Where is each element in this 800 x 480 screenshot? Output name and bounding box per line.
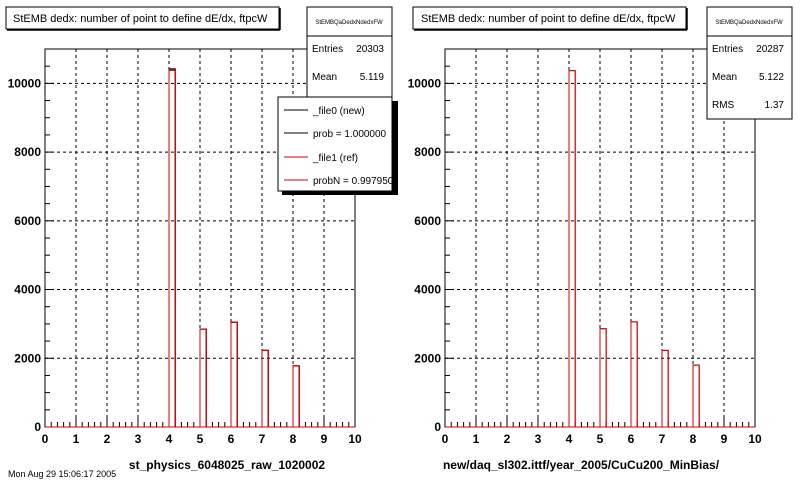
y-tick-label: 6000 xyxy=(14,214,41,228)
x-tick-label: 8 xyxy=(290,432,297,446)
histogram-bar xyxy=(630,321,638,428)
x-tick-label: 1 xyxy=(473,432,480,446)
y-tick-label: 10000 xyxy=(8,76,42,90)
x-tick-label: 0 xyxy=(442,432,449,446)
stats-name: StEMBQaDedxNdedxFW xyxy=(715,20,783,26)
stats-name: StEMBQaDedxNdedxFW xyxy=(315,20,383,26)
panel-title: StEMB dedx: number of point to define dE… xyxy=(421,13,676,25)
legend-label-file1: _file1 (ref) xyxy=(312,153,358,164)
x-tick-label: 2 xyxy=(504,432,511,446)
x-axis-label: new/daq_sl302.ittf/year_2005/CuCu200_Min… xyxy=(443,458,720,472)
y-tick-label: 4000 xyxy=(414,283,441,297)
histogram-bar xyxy=(230,321,238,428)
histogram-bar xyxy=(199,328,207,428)
legend-left: _file0 (new) prob = 1.000000 _file1 (ref… xyxy=(277,96,398,195)
stats-box-left: StEMBQaDedxNdedxFW Entries 20303 Mean 5.… xyxy=(306,6,393,102)
y-tick-label: 8000 xyxy=(14,145,41,159)
panel-right: 0 1 2 3 4 5 6 7 8 9 10 0 2000 4000 6000 8000 10000 StEMB… xyxy=(408,6,793,472)
x-tick-label: 7 xyxy=(659,432,666,446)
legend-label-prob: prob = 1.000000 xyxy=(313,129,387,140)
stats-value-entries: 20303 xyxy=(356,44,384,55)
title-box-left: StEMB dedx: number of point to define dE… xyxy=(5,6,281,31)
stats-box-right: StEMBQaDedxNdedxFW Entries 20287 Mean 5.… xyxy=(706,6,793,120)
stats-value-entries: 20287 xyxy=(756,44,784,55)
x-tick-label: 10 xyxy=(348,432,362,446)
y-tick-label: 8000 xyxy=(414,145,441,159)
x-tick-label: 10 xyxy=(748,432,762,446)
x-axis-label: st_physics_6048025_raw_1020002 xyxy=(129,458,325,472)
x-tick-label: 4 xyxy=(566,432,573,446)
y-tick-label: 10000 xyxy=(408,76,442,90)
x-tick-label: 3 xyxy=(135,432,142,446)
title-box-right: StEMB dedx: number of point to define dE… xyxy=(412,6,688,31)
x-tick-label: 9 xyxy=(721,432,728,446)
stats-value-mean: 5.119 xyxy=(360,72,385,83)
x-tick-label: 9 xyxy=(321,432,328,446)
x-tick-label: 6 xyxy=(628,432,635,446)
histogram-bar xyxy=(168,69,176,428)
stats-label-mean: Mean xyxy=(312,72,337,83)
footer-timestamp: Mon Aug 29 15:06:17 2005 xyxy=(8,469,116,479)
x-tick-label: 4 xyxy=(166,432,173,446)
x-tick-label: 2 xyxy=(104,432,111,446)
stats-label-rms: RMS xyxy=(712,100,735,111)
x-tick-label: 1 xyxy=(73,432,80,446)
histogram-bar xyxy=(661,349,669,428)
y-tick-label: 0 xyxy=(434,420,441,434)
panel-title: StEMB dedx: number of point to define dE… xyxy=(13,13,268,25)
x-tick-label: 6 xyxy=(228,432,235,446)
x-tick-label: 5 xyxy=(597,432,604,446)
x-tick-label: 8 xyxy=(690,432,697,446)
y-tick-label: 4000 xyxy=(14,283,41,297)
histogram-bar xyxy=(599,328,607,428)
y-tick-label: 2000 xyxy=(414,351,441,365)
x-tick-label: 5 xyxy=(197,432,204,446)
stats-label-entries: Entries xyxy=(312,44,343,55)
stats-value-rms: 1.37 xyxy=(765,100,785,111)
legend-label-file0: _file0 (new) xyxy=(312,106,365,117)
panel-left: 0 1 2 3 4 5 6 7 8 9 10 0 2000 4000 6000 8000 10000 StEMB… xyxy=(5,6,398,472)
x-tick-label: 3 xyxy=(535,432,542,446)
x-tick-label: 7 xyxy=(259,432,266,446)
histogram-bar xyxy=(261,349,269,428)
legend-label-probn: probN = 0.997950 xyxy=(313,176,394,187)
y-tick-label: 2000 xyxy=(14,351,41,365)
stats-value-mean: 5.122 xyxy=(759,72,784,83)
y-tick-label: 0 xyxy=(34,420,41,434)
y-tick-label: 6000 xyxy=(414,214,441,228)
x-tick-label: 0 xyxy=(42,432,49,446)
histogram-bar xyxy=(568,70,576,428)
stats-label-entries: Entries xyxy=(712,44,743,55)
histogram-bar xyxy=(292,365,300,428)
stats-label-mean: Mean xyxy=(712,72,737,83)
histogram-bar xyxy=(692,364,700,428)
